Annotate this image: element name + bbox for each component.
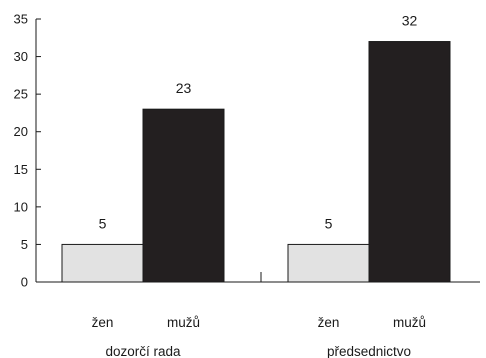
y-tick-label: 20 [14, 124, 28, 139]
data-label: 32 [402, 13, 418, 29]
category-label: žen [92, 315, 114, 330]
category-label: žen [318, 315, 340, 330]
data-label: 5 [99, 215, 107, 231]
y-axis: 0 5 10 15 20 25 30 35 [14, 12, 41, 290]
data-label: 5 [325, 215, 333, 231]
y-tick-label: 5 [21, 237, 28, 252]
bars [61, 41, 451, 283]
labels: 5 žen 23 mužů dozorčí rada 5 žen 32 mužů předsedn… [92, 13, 426, 358]
y-tick-label: 15 [14, 162, 28, 177]
group-label: dozorčí rada [105, 344, 181, 358]
bar-1-2 [142, 108, 225, 283]
y-tick-label: 30 [14, 49, 28, 64]
y-tick-label: 35 [14, 12, 28, 27]
y-ticks: 0 5 10 15 20 25 30 35 [14, 12, 41, 290]
y-tick-label: 0 [21, 275, 28, 290]
y-tick-label: 10 [14, 199, 28, 214]
y-tick-label: 25 [14, 87, 28, 102]
bar-2-1 [287, 243, 370, 283]
category-label: mužů [393, 315, 426, 330]
data-label: 23 [176, 80, 192, 96]
group-label: předsednictvo [327, 344, 411, 358]
category-label: mužů [167, 315, 200, 330]
bar-2-2 [368, 41, 451, 283]
bar-1-1 [61, 243, 144, 283]
